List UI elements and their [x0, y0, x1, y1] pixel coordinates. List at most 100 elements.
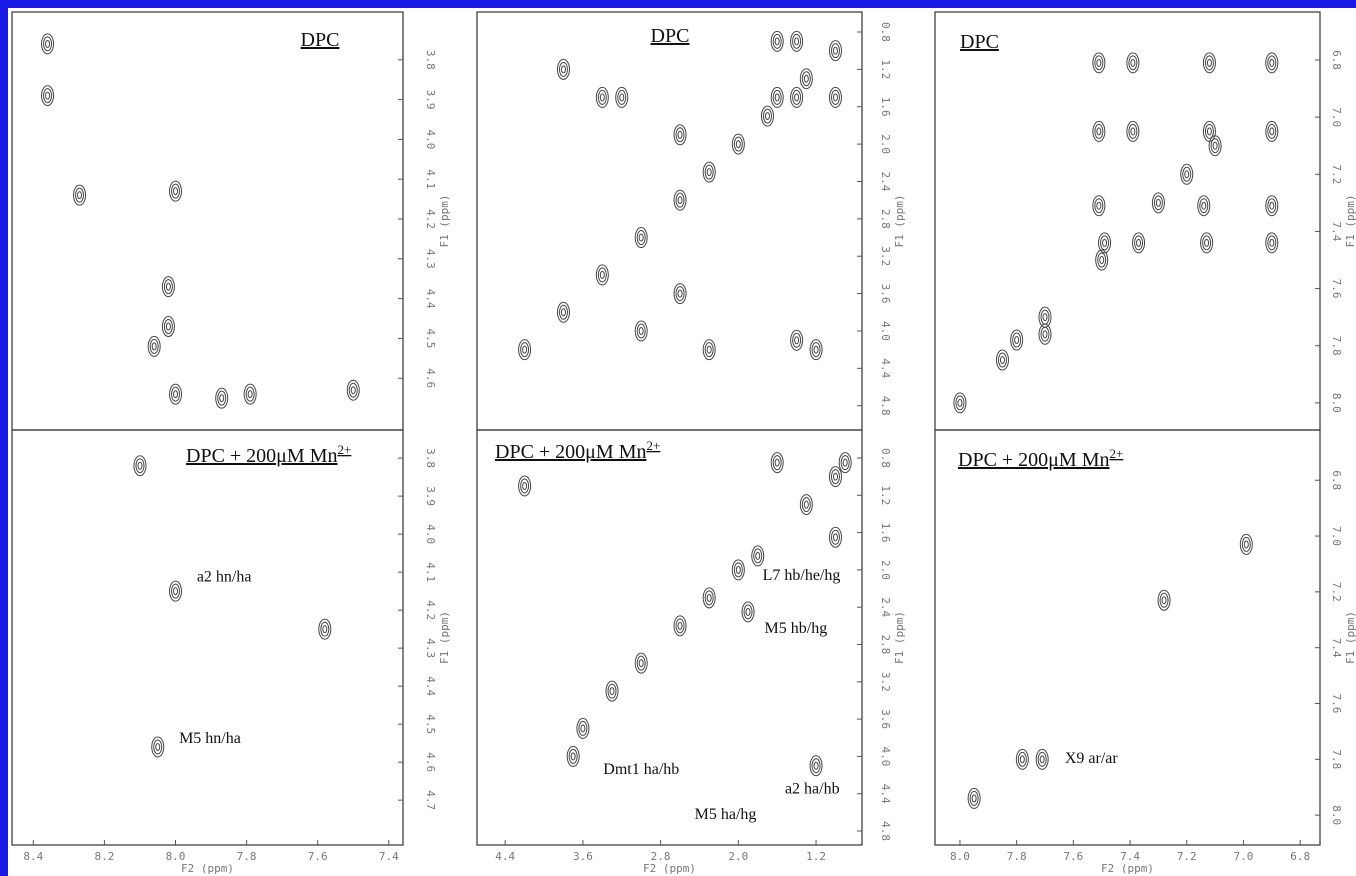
y-tick-label: 2.4 — [879, 172, 892, 192]
title-superscript: 2+ — [1109, 446, 1123, 461]
y-tick-label: 3.9 — [424, 486, 437, 506]
x-tick-label: 7.6 — [1063, 850, 1083, 863]
x-tick-label: 7.8 — [1007, 850, 1027, 863]
y-tick-label: 4.4 — [879, 784, 892, 804]
y-axis-label: F1 (ppm) — [893, 195, 906, 248]
y-tick-label: 0.8 — [879, 22, 892, 42]
title-text: DPC + 200μM Mn — [186, 445, 337, 467]
panel-title: DPC + 200μM Mn2+ — [495, 438, 660, 463]
y-tick-label: 4.0 — [424, 524, 437, 544]
y-tick-label: 7.6 — [1330, 694, 1343, 714]
x-tick-label: 7.6 — [308, 850, 328, 863]
x-tick-label: 8.2 — [94, 850, 114, 863]
x-tick-label: 8.0 — [950, 850, 970, 863]
x-tick-label: 7.4 — [379, 850, 399, 863]
annotation: M5 hn/ha — [179, 730, 241, 747]
panel-title: DPC + 200μM Mn2+ — [958, 446, 1123, 471]
y-tick-label: 7.2 — [1330, 582, 1343, 602]
y-tick-label: 4.4 — [424, 676, 437, 696]
y-tick-label: 6.8 — [1330, 470, 1343, 490]
y-tick-label: 7.6 — [1330, 279, 1343, 299]
y-tick-label: 2.0 — [879, 134, 892, 154]
x-tick-label: 7.0 — [1234, 850, 1254, 863]
y-tick-label: 7.8 — [1330, 336, 1343, 356]
x-tick-label: 7.2 — [1177, 850, 1197, 863]
y-tick-label: 7.4 — [1330, 638, 1343, 658]
y-tick-label: 3.8 — [424, 50, 437, 70]
y-tick-label: 7.8 — [1330, 749, 1343, 769]
frame-top — [0, 0, 1356, 8]
y-tick-label: 3.2 — [879, 672, 892, 692]
annotation: M5 ha/hg — [695, 806, 757, 823]
y-tick-label: 2.4 — [879, 597, 892, 617]
y-tick-label: 4.3 — [424, 638, 437, 658]
title-text: DPC — [960, 31, 999, 53]
x-tick-label: 3.6 — [573, 850, 593, 863]
title-superscript: 2+ — [337, 442, 351, 457]
annotation: a2 hn/ha — [197, 569, 252, 586]
y-tick-label: 0.8 — [879, 448, 892, 468]
y-axis-label: F1 (ppm) — [438, 611, 451, 664]
y-axis-label: F1 (ppm) — [438, 195, 451, 248]
y-axis-label: F1 (ppm) — [1344, 195, 1356, 248]
y-tick-label: 4.7 — [424, 790, 437, 810]
y-axis-label: F1 (ppm) — [893, 611, 906, 664]
panel-title: DPC — [960, 31, 999, 53]
y-tick-label: 8.0 — [1330, 805, 1343, 825]
y-tick-label: 2.8 — [879, 209, 892, 229]
title-text: DPC — [301, 29, 340, 51]
y-tick-label: 1.6 — [879, 523, 892, 543]
y-tick-label: 4.3 — [424, 249, 437, 269]
title-text: DPC + 200μM Mn — [495, 441, 646, 463]
y-tick-label: 7.4 — [1330, 221, 1343, 241]
x-tick-label: 7.8 — [237, 850, 257, 863]
y-tick-label: 7.0 — [1330, 526, 1343, 546]
annotation: X9 ar/ar — [1065, 750, 1119, 767]
y-tick-label: 1.6 — [879, 97, 892, 117]
y-tick-label: 4.6 — [424, 368, 437, 388]
y-tick-label: 7.0 — [1330, 107, 1343, 127]
panel-title: DPC — [651, 25, 690, 47]
y-tick-label: 2.0 — [879, 560, 892, 580]
y-tick-label: 4.2 — [424, 600, 437, 620]
x-tick-label: 2.0 — [728, 850, 748, 863]
figure: 3.8 3.9 4.0 4.1 4.2 4.3 4.4 4.5 4.6 F1 (ppm) DPC 0.… — [0, 0, 1356, 876]
y-tick-label: 1.2 — [879, 485, 892, 505]
y-tick-label: 8.0 — [1330, 393, 1343, 413]
annotation: M5 hb/hg — [765, 620, 828, 637]
y-tick-label: 1.2 — [879, 59, 892, 79]
title-text: DPC — [651, 25, 690, 47]
y-tick-label: 4.0 — [879, 746, 892, 766]
x-axis-label: F2 (ppm) — [1101, 862, 1154, 875]
y-tick-label: 3.2 — [879, 246, 892, 266]
y-tick-label: 4.5 — [424, 329, 437, 349]
annotation: a2 ha/hb — [785, 781, 840, 798]
y-tick-label: 4.0 — [424, 129, 437, 149]
y-axis-label: F1 (ppm) — [1344, 611, 1356, 664]
y-tick-label: 4.1 — [424, 169, 437, 189]
x-tick-label: 8.4 — [23, 850, 43, 863]
panel-title: DPC — [301, 29, 340, 51]
y-tick-label: 4.6 — [424, 752, 437, 772]
y-tick-label: 4.1 — [424, 562, 437, 582]
y-tick-label: 4.8 — [879, 396, 892, 416]
annotation: L7 hb/he/hg — [763, 567, 841, 584]
frame-left — [0, 0, 8, 876]
y-tick-label: 4.4 — [879, 358, 892, 378]
title-superscript: 2+ — [646, 438, 660, 453]
y-tick-label: 3.6 — [879, 709, 892, 729]
y-tick-label: 4.8 — [879, 821, 892, 841]
y-tick-label: 4.2 — [424, 209, 437, 229]
title-text: DPC + 200μM Mn — [958, 449, 1109, 471]
x-tick-label: 6.8 — [1290, 850, 1310, 863]
annotation: Dmt1 ha/hb — [603, 761, 679, 778]
y-tick-label: 3.9 — [424, 90, 437, 110]
x-tick-label: 4.4 — [495, 850, 515, 863]
y-tick-label: 4.4 — [424, 289, 437, 309]
y-tick-label: 2.8 — [879, 635, 892, 655]
x-tick-label: 1.2 — [806, 850, 826, 863]
y-tick-label: 4.0 — [879, 321, 892, 341]
y-tick-label: 3.8 — [424, 448, 437, 468]
y-tick-label: 6.8 — [1330, 50, 1343, 70]
y-tick-label: 3.6 — [879, 284, 892, 304]
